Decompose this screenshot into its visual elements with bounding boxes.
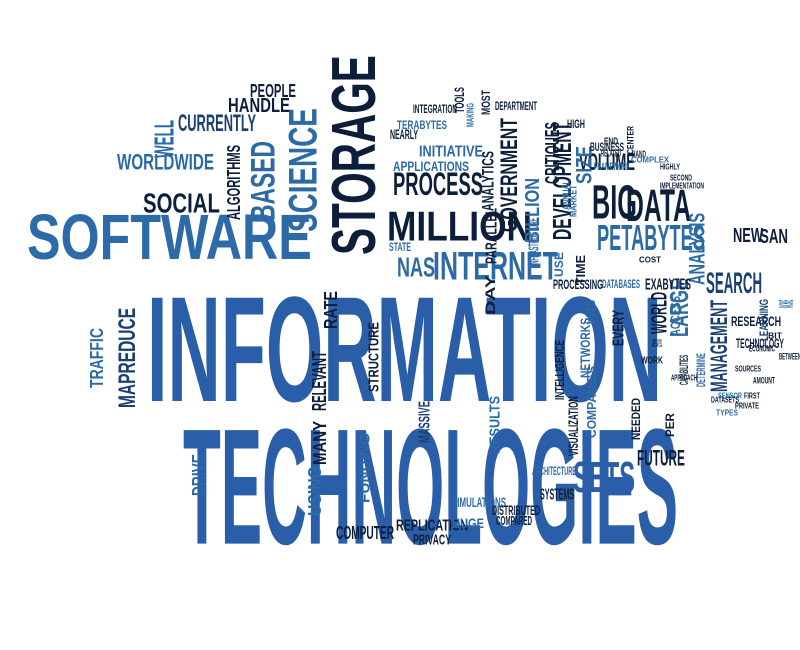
- word-exabytes: EXABYTES: [645, 276, 691, 292]
- word-machine: MACHINE: [776, 300, 796, 308]
- word-drive: DRIVE: [190, 454, 208, 496]
- word-sources: SOURCES: [735, 365, 761, 373]
- word-first: FIRST: [744, 392, 760, 400]
- word-related: RELATED: [601, 148, 621, 158]
- word-implementation: IMPLEMENTATION: [660, 182, 704, 190]
- word-research: RESEARCH: [731, 314, 781, 328]
- word-economic: ECONOMIC: [749, 344, 775, 353]
- word-results: RESULTS: [487, 396, 502, 454]
- word-networks: NETWORKS: [578, 318, 592, 378]
- word-day: DAY: [483, 275, 497, 315]
- word-sets: SETS: [573, 455, 635, 499]
- word-structure: STRUCTURE: [366, 322, 381, 392]
- word-new: NEW: [733, 225, 763, 245]
- word-rate: RATE: [322, 291, 340, 329]
- word-compared: COMPARED: [496, 514, 532, 527]
- word-every: EVERY: [610, 310, 626, 346]
- word-privacy: PRIVACY: [413, 532, 451, 547]
- word-work: WORK: [641, 355, 663, 365]
- word-definition: DEFINITION: [650, 339, 664, 347]
- word-parallel: PARALLEL: [483, 208, 499, 264]
- word-access: ACCESS: [668, 296, 682, 336]
- word-traffic: TRAFFIC: [88, 328, 106, 388]
- word-analytics: ANALYTICS: [479, 151, 496, 211]
- word-between: BETWEEN: [779, 352, 800, 361]
- word-well: WELL: [150, 120, 178, 158]
- word-based: BASED: [246, 141, 280, 221]
- word-processing: PROCESSING: [553, 277, 603, 291]
- word-many: MANY: [311, 421, 329, 465]
- word-types: TYPES: [716, 409, 738, 417]
- word-department: DEPARTMENT: [495, 100, 537, 112]
- word-computer: COMPUTER: [336, 524, 394, 542]
- word-making: MAKING: [465, 103, 475, 127]
- word-using: USING: [306, 466, 324, 516]
- word-san: SAN: [760, 226, 788, 246]
- word-high: HIGH: [567, 118, 585, 130]
- word-infrastructure: INFRASTRUCTURE: [526, 218, 541, 266]
- word-framework: FRAMEWORK: [594, 161, 630, 172]
- word-market: MARKET: [568, 185, 578, 217]
- word-visualization: VISUALIZATION: [566, 396, 580, 456]
- word-management: MANAGEMENT: [707, 300, 731, 392]
- word-intelligence: INTELLIGENCE: [553, 340, 566, 400]
- word-use: USE: [553, 252, 565, 277]
- word-databases: DATABASES: [602, 278, 640, 290]
- word-datasets: DATASETS: [711, 396, 739, 404]
- word-mapreduce: MAPREDUCE: [115, 308, 139, 408]
- word-government: GOVERNMENT: [497, 118, 521, 232]
- word-huge: HUGE: [452, 516, 484, 530]
- word-uses: USES: [583, 300, 597, 324]
- word-highly: HIGHLY: [660, 163, 680, 171]
- word-most: MOST: [480, 90, 492, 115]
- word-critiques: CRITIQUES: [542, 122, 562, 184]
- word-needed: NEEDED: [630, 398, 642, 440]
- word-terabytes: TERABYTES: [397, 119, 447, 131]
- word-massive: MASSIVE: [416, 401, 432, 443]
- word-amount: AMOUNT: [753, 376, 775, 385]
- word-systems: SYSTEMS: [540, 486, 574, 502]
- word-science: SCIENCE: [283, 108, 323, 232]
- word-applications: APPLICATIONS: [393, 159, 469, 173]
- word-funding: FUNDING: [357, 433, 372, 503]
- word-bit: BIT: [768, 332, 782, 340]
- word-storage: STORAGE: [323, 55, 385, 255]
- word-initiative: INITIATIVE: [419, 143, 483, 159]
- word-second: SECOND: [670, 174, 692, 182]
- word-per: PER: [664, 413, 676, 437]
- word-cost: COST: [639, 256, 661, 264]
- word-nas: NAS: [397, 253, 435, 281]
- word-approach: APPROACH: [671, 374, 697, 382]
- word-end: END: [604, 136, 618, 146]
- word-social: SOCIAL: [143, 189, 220, 217]
- word-search: SEARCH: [706, 268, 762, 298]
- word-people: PEOPLE: [250, 82, 296, 100]
- word-future: FUTURE: [637, 447, 685, 469]
- word-state: STATE: [389, 241, 411, 253]
- word-algorithms: ALGORITHMS: [225, 145, 243, 220]
- word-relevant: RELEVANT: [309, 351, 329, 411]
- word-architecture: ARCHITECTURE: [532, 465, 576, 477]
